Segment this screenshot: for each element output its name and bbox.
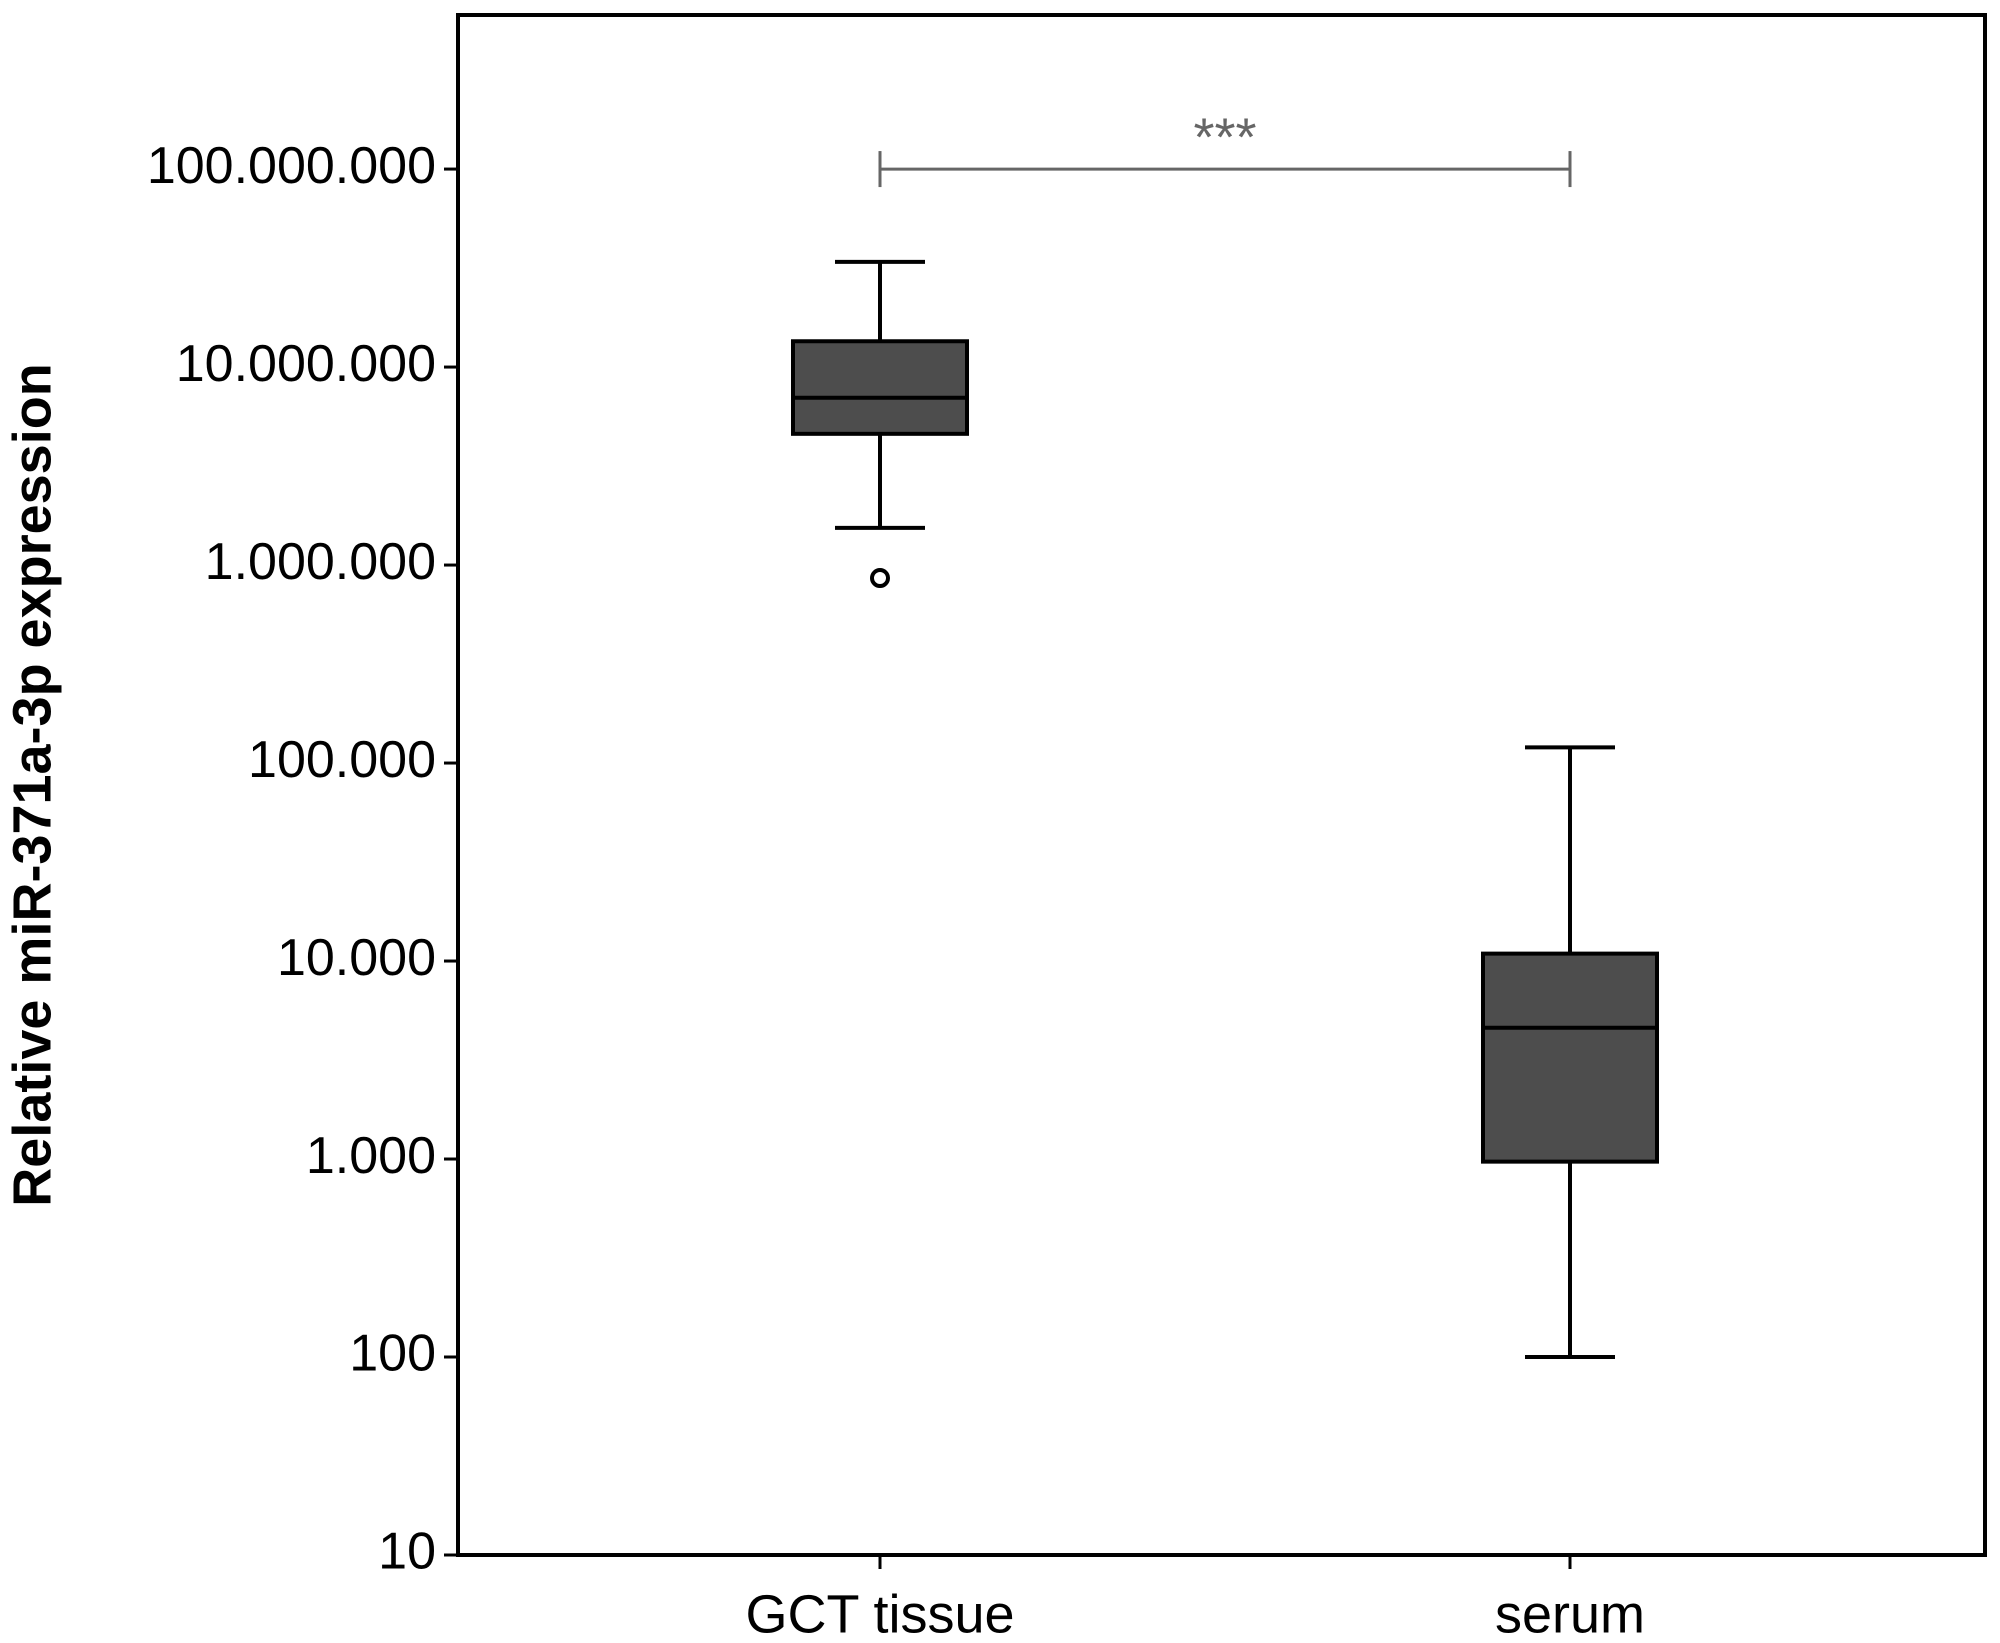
outlier — [870, 568, 890, 589]
box — [1481, 951, 1659, 1164]
x-tick-label: GCT tissue — [745, 1584, 1014, 1643]
x-tick-label: serum — [1495, 1584, 1645, 1643]
significance-label: *** — [1193, 107, 1256, 167]
y-tick-label: 100.000.000 — [147, 137, 436, 195]
y-tick-label: 1.000 — [306, 1127, 436, 1185]
y-tick-label: 10 — [378, 1523, 436, 1581]
plot-frame — [456, 13, 1987, 1557]
y-tick-label: 10.000.000 — [176, 335, 436, 393]
y-tick-label: 100.000 — [248, 731, 436, 789]
y-tick-label: 100 — [349, 1325, 436, 1383]
y-axis-label: Relative miR-371a-3p expression — [2, 363, 62, 1206]
y-tick-label: 10.000 — [277, 929, 436, 987]
box — [791, 339, 969, 436]
y-tick-label: 1.000.000 — [205, 533, 436, 591]
